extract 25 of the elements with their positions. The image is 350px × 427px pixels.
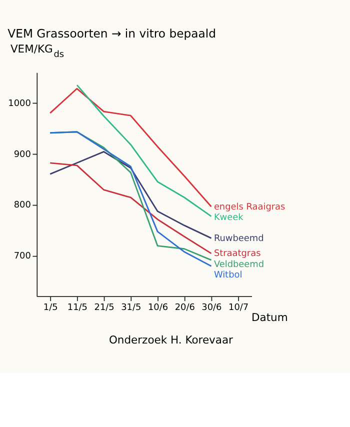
line-series <box>76 84 212 218</box>
line-series <box>49 162 212 254</box>
y-tick-label: 800 <box>14 200 32 211</box>
chart-title: VEM Grassoorten → in vitro bepaald <box>8 26 216 40</box>
x-tick-label: 31/5 <box>121 303 142 314</box>
x-tick-label: 10/7 <box>228 303 249 314</box>
series-label: Kweek <box>214 213 244 224</box>
series-label: Ruwbeemd <box>214 234 264 244</box>
line-series <box>49 150 212 239</box>
x-tick-label: 21/5 <box>94 303 114 314</box>
series-label: Veldbeemd <box>214 260 264 270</box>
series-label: Witbol <box>214 270 242 281</box>
y-tick-label: 1000 <box>8 99 32 110</box>
line-series <box>49 88 212 208</box>
x-axis-title: Datum <box>251 310 288 324</box>
y-tick-label: 700 <box>14 252 32 262</box>
x-tick-label: 10/6 <box>148 303 168 314</box>
x-tick-label: 11/5 <box>67 303 88 314</box>
text: Onderzoek H. Korevaar <box>108 334 234 347</box>
x-tick-label: 20/6 <box>174 303 196 314</box>
x-tick-label: 30/6 <box>202 303 222 314</box>
y-tick-label: 900 <box>14 150 32 160</box>
series-label: Straatgras <box>214 249 262 260</box>
series-label: engels Raaigras <box>214 202 286 212</box>
x-tick-label: 1/5 <box>43 303 58 314</box>
